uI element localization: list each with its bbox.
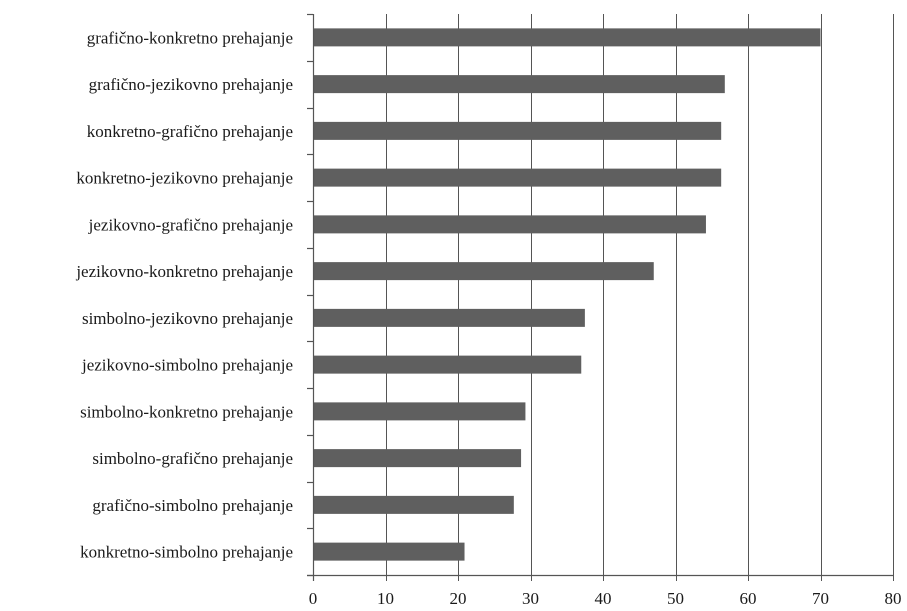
category-label-11: grafično-simbolno prehajanje bbox=[92, 496, 293, 515]
bar-2 bbox=[314, 75, 725, 94]
x-tick-labels: 0 10 20 30 40 50 60 70 80 bbox=[309, 589, 902, 608]
bar-3 bbox=[314, 121, 722, 140]
bar-1 bbox=[314, 28, 821, 47]
category-label-4: konkretno-jezikovno prehajanje bbox=[76, 169, 293, 188]
x-tick-label-50: 50 bbox=[667, 589, 684, 608]
category-label-7: simbolno-jezikovno prehajanje bbox=[82, 309, 293, 328]
bar-10 bbox=[314, 449, 522, 468]
bar-8 bbox=[314, 355, 582, 374]
category-label-2: grafično-jezikovno prehajanje bbox=[89, 75, 293, 94]
bar-6 bbox=[314, 262, 654, 281]
category-label-12: konkretno-simbolno prehajanje bbox=[80, 543, 293, 562]
x-tick-label-80: 80 bbox=[885, 589, 902, 608]
category-label-6: jezikovno-konkretno prehajanje bbox=[75, 262, 293, 281]
category-labels: grafično-konkretno prehajanje grafično-je… bbox=[75, 28, 293, 561]
bars bbox=[314, 28, 821, 561]
x-tick-label-40: 40 bbox=[595, 589, 612, 608]
category-label-8: jezikovno-simbolno prehajanje bbox=[81, 356, 293, 375]
x-tick-label-0: 0 bbox=[309, 589, 318, 608]
bar-12 bbox=[314, 542, 465, 561]
x-tick-label-60: 60 bbox=[740, 589, 757, 608]
bar-7 bbox=[314, 308, 585, 327]
category-label-5: jezikovno-grafično prehajanje bbox=[88, 215, 293, 234]
category-label-9: simbolno-konkretno prehajanje bbox=[80, 402, 293, 421]
x-tick-label-70: 70 bbox=[812, 589, 829, 608]
x-tick-label-10: 10 bbox=[377, 589, 394, 608]
bar-5 bbox=[314, 215, 706, 234]
grid-lines bbox=[386, 14, 894, 581]
category-label-1: grafično-konkretno prehajanje bbox=[87, 28, 293, 47]
bar-11 bbox=[314, 495, 514, 514]
category-label-3: konkretno-grafično prehajanje bbox=[87, 122, 293, 141]
bar-4 bbox=[314, 168, 722, 187]
category-label-10: simbolno-grafično prehajanje bbox=[92, 449, 293, 468]
x-tick-label-20: 20 bbox=[450, 589, 467, 608]
bar-9 bbox=[314, 402, 526, 421]
axes bbox=[307, 13, 893, 581]
x-tick-label-30: 30 bbox=[522, 589, 539, 608]
